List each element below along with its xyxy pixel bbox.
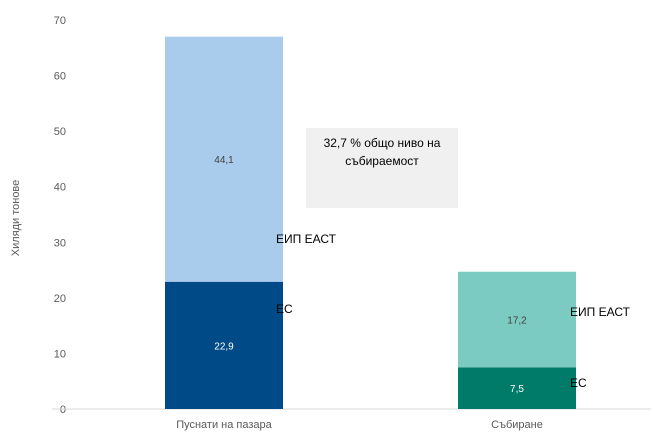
annotation-line-1: 32,7 % общо ниво на	[324, 136, 441, 150]
annotation-box: 32,7 % общо ниво на събираемост	[306, 128, 458, 208]
y-tick-label: 70	[54, 15, 66, 27]
y-tick-label: 20	[54, 293, 66, 305]
data-label: 44,1	[214, 155, 234, 166]
annotation-background	[306, 128, 458, 208]
bar-segment	[458, 367, 576, 409]
y-tick-label: 60	[54, 71, 66, 83]
bar-segment	[165, 281, 283, 409]
series-name-label: ЕС	[276, 302, 293, 316]
y-tick-label: 50	[54, 126, 66, 138]
series-name-label: ЕИП ЕАСТ	[276, 232, 337, 246]
category-labels: Пуснати на пазара Събиране	[176, 419, 543, 431]
data-label: 17,2	[507, 316, 527, 327]
data-label: 7,5	[510, 384, 524, 395]
series-name-label: ЕС	[570, 376, 587, 390]
bar-segment	[165, 36, 283, 282]
y-axis-label: Хиляди тонове	[10, 180, 22, 257]
series-labels: ЕС ЕИП ЕАСТ ЕС ЕИП ЕАСТ	[276, 232, 631, 390]
y-tick-label: 30	[54, 237, 66, 249]
bar-segment	[458, 271, 576, 368]
data-label: 22,9	[214, 341, 234, 352]
y-tick-label: 10	[54, 348, 66, 360]
annotation-line-2: събираемост	[345, 154, 419, 168]
y-tick-label: 0	[60, 404, 66, 416]
series-name-label: ЕИП ЕАСТ	[570, 305, 631, 319]
category-label: Пуснати на пазара	[176, 419, 272, 431]
bars: 22,9 44,1 7,5 17,2	[165, 36, 576, 409]
category-label: Събиране	[491, 419, 543, 431]
y-axis-ticks: 0 10 20 30 40 50 60 70	[54, 15, 66, 416]
y-tick-label: 40	[54, 182, 66, 194]
